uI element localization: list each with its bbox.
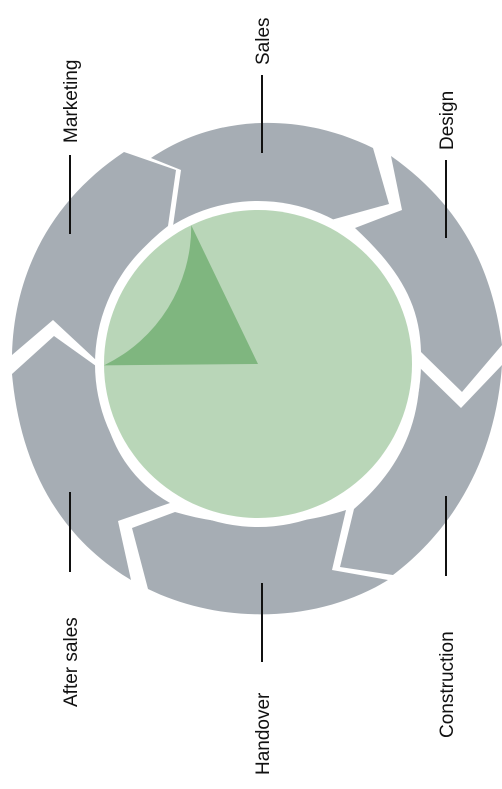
segment-construction-arrow <box>340 365 502 575</box>
leader-lines <box>69 75 447 662</box>
arrow-ring <box>12 122 502 615</box>
label-construction: Construction <box>437 631 458 738</box>
label-design: Design <box>437 91 458 150</box>
label-handover: Handover <box>253 692 274 775</box>
label-marketing: Marketing <box>61 60 82 143</box>
segment-marketing-arrow <box>12 152 176 360</box>
label-sales: Sales <box>253 17 274 65</box>
center-highlight-wedge <box>104 225 258 366</box>
segment-after-sales-arrow <box>12 336 170 580</box>
stage-labels: Sales Design Construction Handover After… <box>61 17 458 775</box>
segment-design-arrow <box>355 156 502 392</box>
center-pie <box>104 210 412 518</box>
segment-handover-arrow <box>132 510 388 615</box>
segment-sales-arrow <box>151 122 389 226</box>
label-after-sales: After sales <box>61 617 82 707</box>
